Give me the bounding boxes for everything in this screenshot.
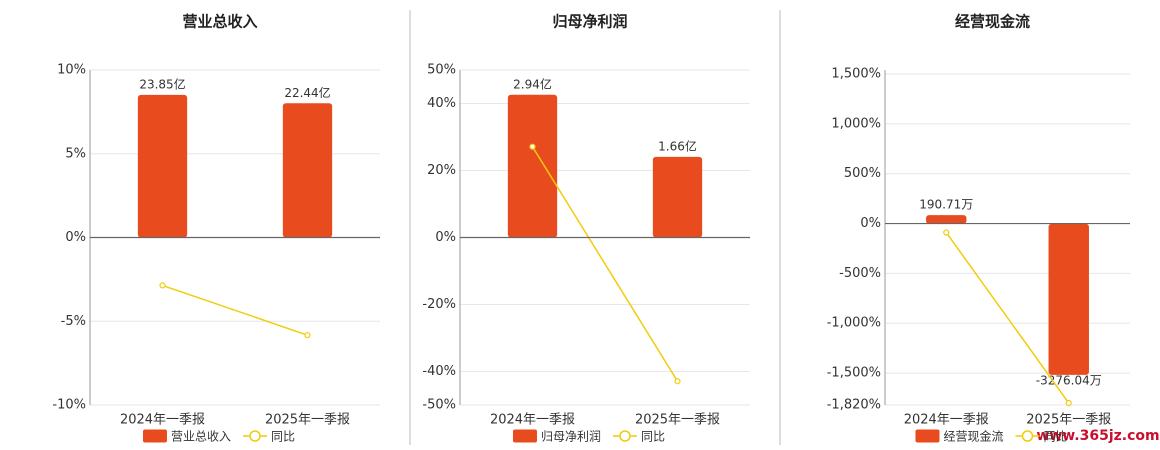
y-tick-label: 10% <box>57 63 86 78</box>
y-tick-label: -1,000% <box>827 316 881 331</box>
y-tick-label: 50% <box>427 63 456 78</box>
x-tick-label: 2024年一季报 <box>490 413 575 428</box>
legend-label: 经营现金流 <box>943 429 1003 444</box>
y-tick-label: -500% <box>839 266 881 281</box>
line-marker <box>304 332 311 339</box>
bar <box>137 94 188 238</box>
y-tick-label: 0% <box>860 216 881 231</box>
x-tick-label: 2025年一季报 <box>635 413 720 428</box>
x-tick-label: 2025年一季报 <box>265 413 350 428</box>
legend-label: 同比 <box>1044 430 1068 444</box>
chart-title: 营业总收入 <box>182 13 257 31</box>
y-tick-label: -1,500% <box>827 366 881 381</box>
y-tick-label: 1,000% <box>831 116 881 131</box>
y-tick-label: -1,820% <box>827 398 881 413</box>
data-label: 190.71万 <box>919 198 973 212</box>
data-label: 2.94亿 <box>513 76 552 91</box>
y-tick-label: -50% <box>422 398 456 413</box>
chart-title: 归母净利润 <box>552 13 627 31</box>
bar <box>926 215 967 224</box>
data-label: -3276.04万 <box>1036 373 1102 387</box>
data-label: 22.44亿 <box>284 85 330 100</box>
bar <box>282 103 333 238</box>
bar <box>507 94 558 238</box>
chart-title: 经营现金流 <box>955 13 1030 31</box>
bar <box>652 156 703 238</box>
data-label: 23.85亿 <box>139 76 185 91</box>
line <box>162 284 308 336</box>
y-tick-label: 0% <box>65 230 86 245</box>
legend-swatch <box>619 430 631 442</box>
y-tick-label: 5% <box>65 146 86 161</box>
line <box>945 232 1070 404</box>
y-tick-label: -5% <box>61 314 86 329</box>
legend-swatch <box>142 429 167 443</box>
legend-swatch <box>249 430 261 442</box>
line-marker <box>674 378 681 385</box>
y-tick-label: 1,500% <box>831 66 881 81</box>
data-label: 1.66亿 <box>658 138 697 153</box>
x-tick-label: 2024年一季报 <box>904 413 989 428</box>
x-tick-label: 2024年一季报 <box>120 413 205 428</box>
legend-swatch <box>512 429 537 443</box>
watermark: www.365jz.com <box>1036 428 1159 444</box>
y-tick-label: 20% <box>427 163 456 178</box>
y-tick-label: 500% <box>844 166 881 181</box>
y-tick-label: 0% <box>435 230 456 245</box>
line-marker <box>943 229 950 236</box>
legend-label: 同比 <box>641 430 665 444</box>
y-tick-label: -10% <box>52 398 86 413</box>
legend-label: 营业总收入 <box>171 430 231 444</box>
line-marker <box>159 282 166 289</box>
bar <box>1048 223 1089 375</box>
legend-label: 同比 <box>271 430 295 444</box>
y-tick-label: -20% <box>422 297 456 312</box>
x-tick-label: 2025年一季报 <box>1026 413 1111 428</box>
y-tick-label: -40% <box>422 364 456 379</box>
y-tick-label: 40% <box>427 96 456 111</box>
legend-swatch <box>1021 430 1034 442</box>
legend-label: 归母净利润 <box>541 430 601 444</box>
line-marker <box>1065 399 1072 407</box>
legend-swatch <box>915 429 940 443</box>
line <box>531 146 679 382</box>
line-marker <box>529 143 536 150</box>
